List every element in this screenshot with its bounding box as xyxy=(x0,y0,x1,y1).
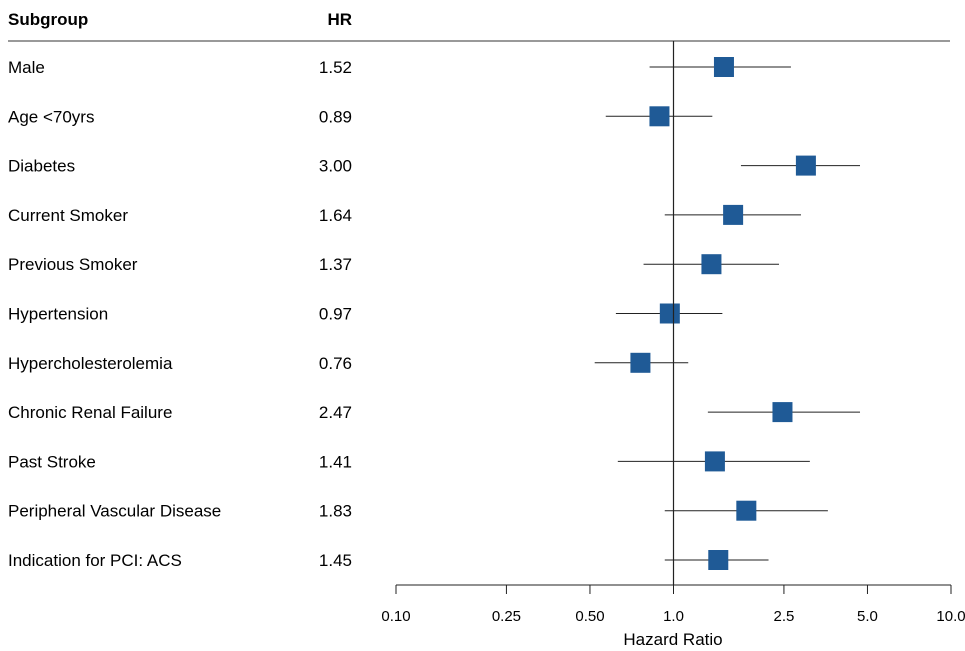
x-tick-label: 2.5 xyxy=(773,608,794,625)
subgroup-label: Chronic Renal Failure xyxy=(8,403,172,422)
x-tick-label: 1.0 xyxy=(663,608,684,625)
header-hr: HR xyxy=(327,10,352,29)
x-axis: 0.10 0.25 0.50 1.0 2.5 5.0 10.0 xyxy=(381,584,965,625)
subgroup-row: Previous Smoker 1.37 xyxy=(8,254,780,275)
x-axis-title: Hazard Ratio xyxy=(623,630,722,649)
hr-marker xyxy=(630,352,651,373)
subgroup-label: Indication for PCI: ACS xyxy=(8,551,182,570)
hr-marker xyxy=(649,106,670,127)
subgroup-label: Previous Smoker xyxy=(8,255,138,274)
hr-marker xyxy=(795,155,816,176)
subgroup-row: Age <70yrs 0.89 xyxy=(8,106,713,127)
hr-marker xyxy=(713,57,734,77)
hr-value: 1.64 xyxy=(319,206,352,225)
subgroup-row: Chronic Renal Failure 2.47 xyxy=(8,402,861,423)
subgroup-row: Current Smoker 1.64 xyxy=(8,204,801,225)
hr-marker xyxy=(723,204,744,225)
subgroup-label: Past Stroke xyxy=(8,452,96,471)
hr-value: 1.37 xyxy=(319,255,352,274)
subgroup-row: Past Stroke 1.41 xyxy=(8,451,810,472)
subgroup-row: Peripheral Vascular Disease 1.83 xyxy=(8,500,828,521)
x-tick-label: 0.50 xyxy=(575,608,604,625)
hr-marker xyxy=(708,550,729,570)
hr-value: 0.76 xyxy=(319,354,352,373)
subgroup-row: Hypercholesterolemia 0.76 xyxy=(8,352,689,373)
hr-marker xyxy=(659,303,680,324)
hr-value: 1.52 xyxy=(319,58,352,77)
hr-value: 0.89 xyxy=(319,107,352,126)
subgroup-label: Diabetes xyxy=(8,157,75,176)
hr-marker xyxy=(701,254,722,275)
x-tick-label: 0.10 xyxy=(381,608,410,625)
hr-marker xyxy=(772,402,793,423)
subgroup-label: Hypercholesterolemia xyxy=(8,354,173,373)
x-tick-label: 5.0 xyxy=(857,608,878,625)
x-tick-label: 10.0 xyxy=(936,608,965,625)
x-tick-label: 0.25 xyxy=(492,608,521,625)
subgroup-rows: Male 1.52 Age <70yrs 0.89 Diabetes 3.00 Curren… xyxy=(8,57,861,570)
subgroup-label: Age <70yrs xyxy=(8,107,94,126)
hr-value: 1.83 xyxy=(319,502,352,521)
subgroup-row: Indication for PCI: ACS 1.45 xyxy=(8,550,769,570)
hr-marker xyxy=(736,500,757,521)
hr-value: 2.47 xyxy=(319,403,352,422)
hr-marker xyxy=(704,451,725,472)
hr-value: 1.41 xyxy=(319,452,352,471)
subgroup-label: Peripheral Vascular Disease xyxy=(8,502,221,521)
subgroup-label: Hypertension xyxy=(8,305,108,324)
subgroup-label: Current Smoker xyxy=(8,206,128,225)
header-subgroup: Subgroup xyxy=(8,10,88,29)
subgroup-row: Hypertension 0.97 xyxy=(8,303,723,324)
hr-value: 1.45 xyxy=(319,551,352,570)
hr-value: 0.97 xyxy=(319,305,352,324)
subgroup-label: Male xyxy=(8,58,45,77)
subgroup-row: Diabetes 3.00 xyxy=(8,155,861,176)
hr-value: 3.00 xyxy=(319,157,352,176)
